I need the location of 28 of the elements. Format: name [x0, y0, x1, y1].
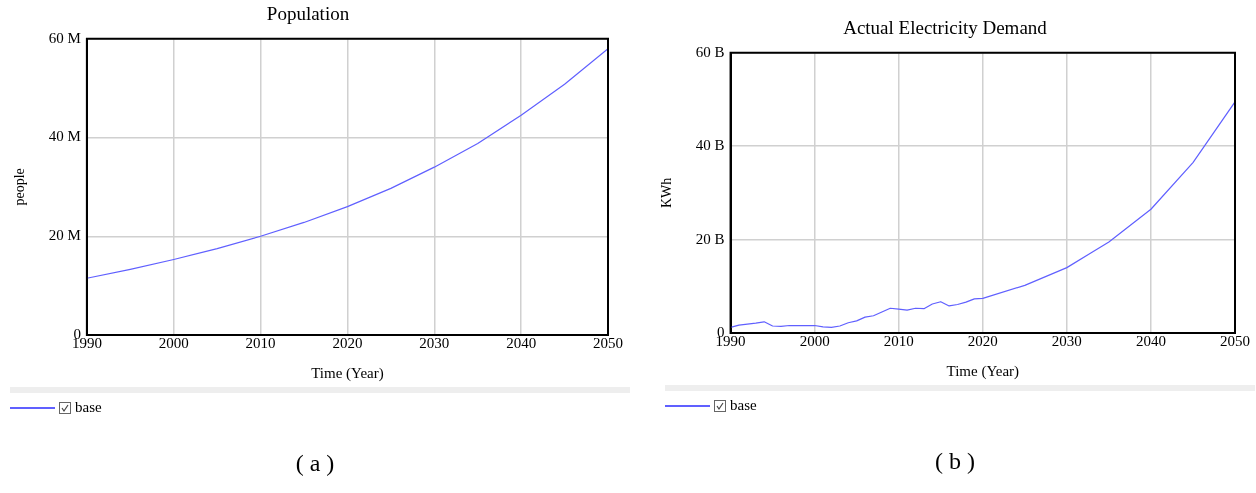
x-tick-label: 2050 [593, 334, 623, 351]
y-tick-label: 40 B [695, 137, 725, 154]
chart-title: Actual Electricity Demand [843, 17, 1048, 39]
y-tick-label: 20 B [695, 230, 725, 247]
x-tick-label: 2050 [1220, 332, 1250, 349]
y-tick-label: 40 M [48, 128, 81, 145]
x-axis-title: Time (Year) [311, 364, 384, 382]
x-tick-label: 2010 [883, 332, 914, 349]
x-tick-label: 2030 [419, 334, 450, 351]
x-tick-label: 2030 [1051, 332, 1082, 349]
y-tick-label: 60 M [48, 29, 81, 46]
y-tick-label: 60 B [695, 43, 725, 60]
x-tick-label: 2020 [332, 334, 363, 351]
y-axis-title: people [12, 168, 28, 206]
x-tick-label: 2040 [1135, 332, 1166, 349]
x-axis-title: Time (Year) [946, 362, 1020, 380]
x-tick-label: 2040 [506, 334, 537, 351]
text: base [75, 399, 102, 416]
chart-title: Population [266, 3, 350, 25]
x-tick-label: 2020 [967, 332, 998, 349]
y-axis-title: KWh [659, 177, 675, 209]
y-tick-label: 20 M [48, 227, 81, 244]
x-tick-label: 2000 [158, 334, 189, 351]
x-tick-label: 2000 [799, 332, 830, 349]
x-tick-label: 2010 [245, 334, 276, 351]
text: ( b ) [934, 448, 976, 475]
text: ( a ) [294, 450, 336, 477]
text: base [730, 397, 757, 414]
